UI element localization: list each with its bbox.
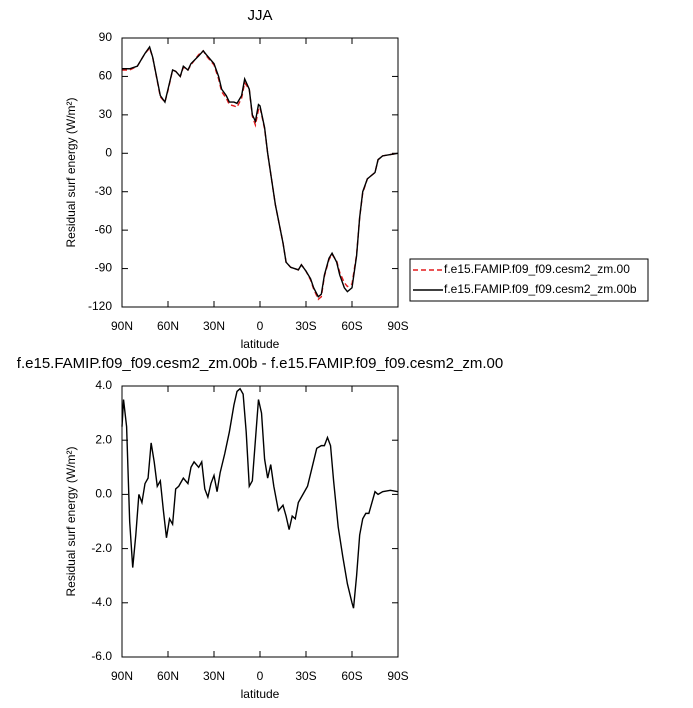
chart-title: JJA [247, 7, 272, 24]
y-tick-label: -90 [95, 261, 113, 275]
plot-frame [121, 37, 399, 308]
chart-title: f.e15.FAMIP.f09_f09.cesm2_zm.00b - f.e15… [17, 355, 503, 372]
x-tick-label: 60N [157, 319, 179, 333]
x-tick-label: 30N [203, 669, 225, 683]
y-axis-label: Residual surf energy (W/m²) [64, 446, 78, 596]
data-line [122, 45, 399, 298]
legend-label: f.e15.FAMIP.f09_f09.cesm2_zm.00b [444, 282, 637, 296]
y-tick-label: -30 [95, 184, 113, 198]
y-tick-label: -2.0 [91, 541, 112, 555]
y-tick-label: -60 [95, 222, 113, 236]
y-tick-label: 60 [99, 69, 113, 83]
x-tick-label: 90S [387, 319, 408, 333]
data-line [122, 46, 399, 301]
legend-label: f.e15.FAMIP.f09_f09.cesm2_zm.00 [444, 262, 630, 276]
legend-box [409, 258, 649, 302]
y-tick-label: -6.0 [91, 649, 112, 663]
x-tick-label: 30S [295, 319, 316, 333]
x-tick-label: 90S [387, 669, 408, 683]
x-tick-label: 0 [257, 669, 264, 683]
data-line [121, 387, 399, 609]
x-tick-label: 90N [111, 319, 133, 333]
y-tick-label: 4.0 [95, 378, 112, 392]
x-tick-label: 90N [111, 669, 133, 683]
x-tick-label: 60S [341, 669, 362, 683]
x-tick-label: 60S [341, 319, 362, 333]
y-tick-label: 90 [99, 30, 113, 44]
y-tick-label: 30 [99, 107, 113, 121]
y-tick-label: -4.0 [91, 595, 112, 609]
y-tick-label: 0.0 [95, 487, 112, 501]
x-tick-label: 0 [257, 319, 264, 333]
y-tick-label: 0 [105, 145, 112, 159]
x-tick-label: 30N [203, 319, 225, 333]
x-axis-label: latitude [241, 687, 280, 701]
plot-frame [121, 385, 399, 658]
y-tick-label: 2.0 [95, 432, 112, 446]
y-axis-label: Residual surf energy (W/m²) [64, 97, 78, 247]
x-tick-label: 60N [157, 669, 179, 683]
y-tick-label: -120 [88, 299, 112, 313]
x-axis-label: latitude [241, 337, 280, 351]
x-tick-label: 30S [295, 669, 316, 683]
